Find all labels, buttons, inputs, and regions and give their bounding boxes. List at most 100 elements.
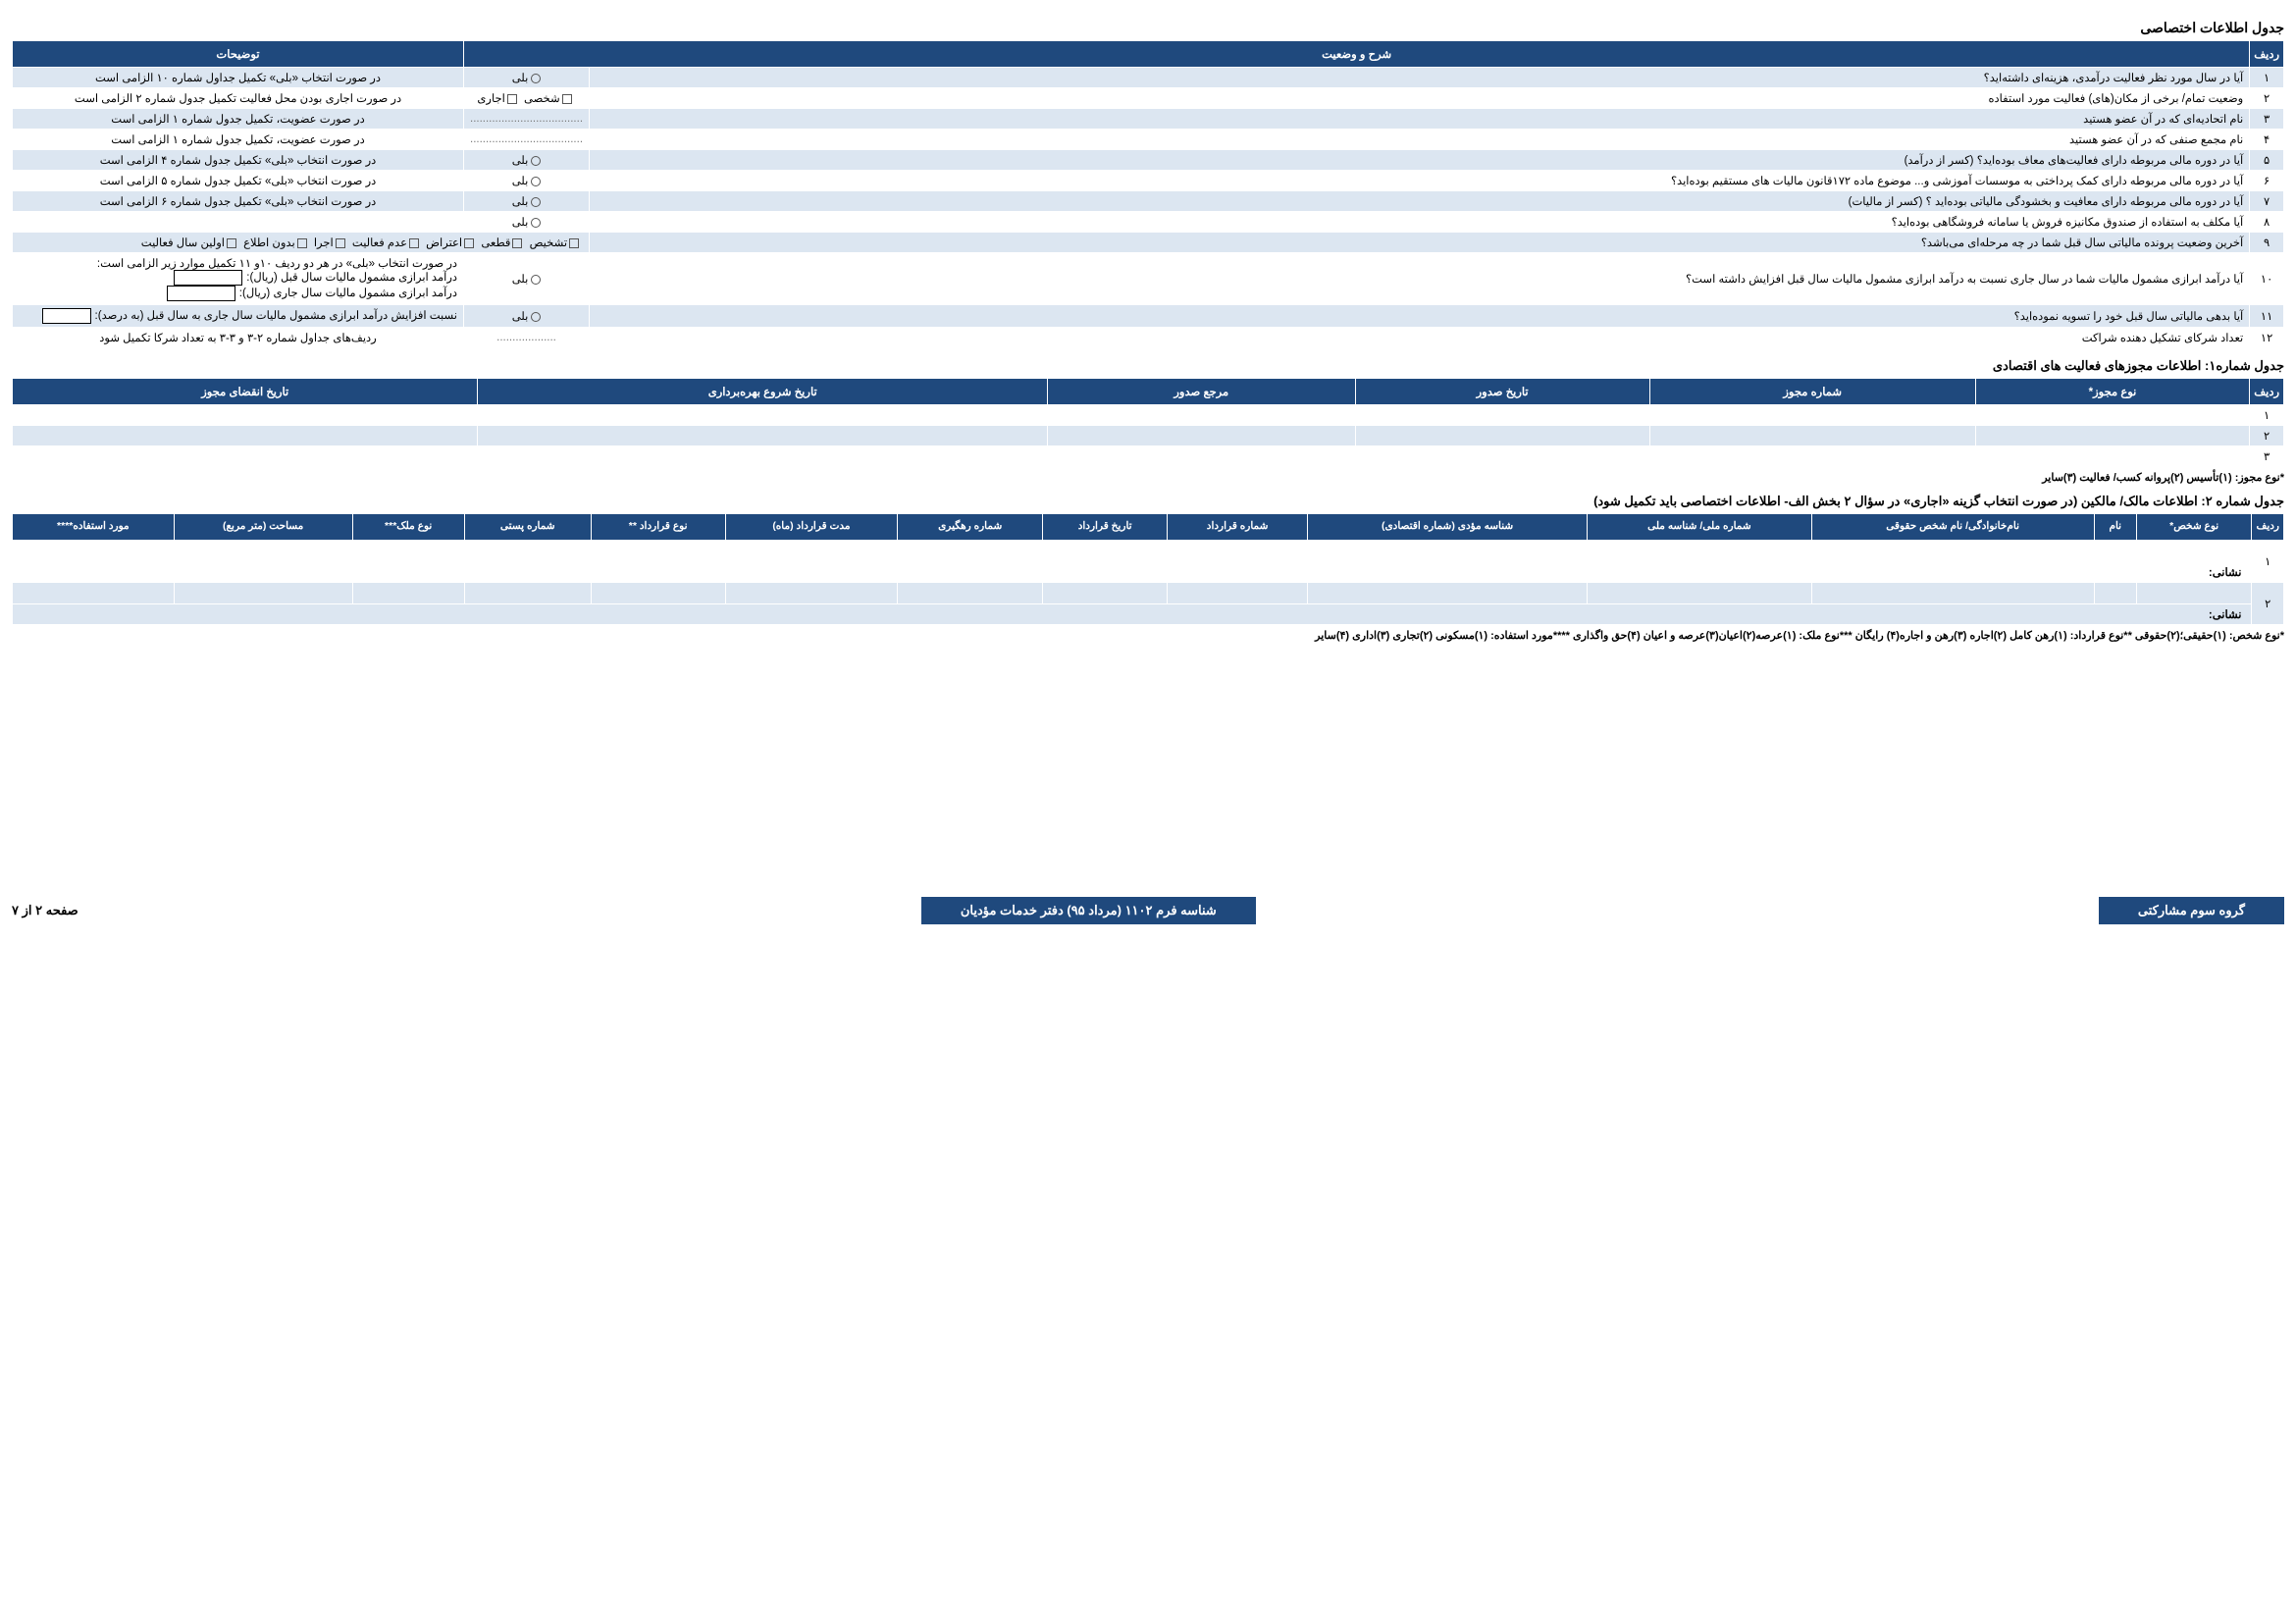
row-note [13, 212, 464, 233]
t1-header: نوع مجوز* [1975, 379, 2249, 405]
t2-header: نوع قرارداد ** [591, 514, 725, 541]
t2-header: شماره رهگیری [898, 514, 1043, 541]
row-status: .................................... [464, 109, 590, 130]
row-status[interactable]: بلی [464, 150, 590, 171]
t1-cell: ۳ [2250, 446, 2284, 467]
t1-cell[interactable] [1649, 426, 1975, 446]
row-status[interactable]: بلی [464, 171, 590, 191]
t2-cell[interactable] [898, 540, 1043, 561]
t2-cell[interactable] [1043, 540, 1168, 561]
row-note: در صورت اجاری بودن محل فعالیت تکمیل جدول… [13, 88, 464, 109]
row-num: ۳ [2250, 109, 2284, 130]
t2-cell[interactable] [1168, 540, 1308, 561]
row-num: ۶ [2250, 171, 2284, 191]
table2-footnote: *نوع شخص: (۱)حقیقی؛(۲)حقوقی **نوع قراردا… [12, 629, 2284, 642]
t2-header: مساحت (متر مربع) [174, 514, 352, 541]
t2-cell[interactable] [1811, 540, 2094, 561]
row-status: ................... [464, 328, 590, 348]
row-note: نسبت افزایش درآمد ابرازی مشمول مالیات سا… [13, 305, 464, 328]
row-desc: آیا در دوره مالی مربوطه دارای معافیت و ب… [590, 191, 2250, 212]
row-note: در صورت عضویت، تکمیل جدول شماره ۱ الزامی… [13, 109, 464, 130]
hdr-desc: شرح و وضعیت [464, 41, 2250, 68]
t1-cell[interactable] [1355, 426, 1649, 446]
row-num: ۲ [2250, 88, 2284, 109]
t2-cell[interactable] [174, 582, 352, 603]
t1-cell[interactable] [1047, 446, 1355, 467]
t1-cell[interactable] [1047, 405, 1355, 426]
t2-address[interactable]: نشانی: [13, 561, 2252, 582]
t2-cell[interactable] [1043, 582, 1168, 603]
t2-header: مورد استفاده**** [13, 514, 175, 541]
main-title: جدول اطلاعات اختصاصی [12, 20, 2284, 36]
t2-cell[interactable] [1588, 540, 1811, 561]
t2-cell[interactable] [464, 540, 591, 561]
t2-cell[interactable] [725, 582, 898, 603]
t1-cell[interactable] [1975, 446, 2249, 467]
table2: ردیفنوع شخص*نامنام‌خانوادگی/ نام شخص حقو… [12, 513, 2284, 625]
row-num: ۹ [2250, 233, 2284, 253]
t1-cell[interactable] [13, 405, 478, 426]
row-status[interactable]: بلی [464, 212, 590, 233]
t1-header: تاریخ شروع بهره‌برداری [478, 379, 1047, 405]
t2-cell[interactable] [352, 582, 464, 603]
t2-cell[interactable] [2136, 582, 2252, 603]
t2-cell[interactable] [591, 540, 725, 561]
t2-cell[interactable] [2094, 582, 2136, 603]
hdr-notes: توضیحات [13, 41, 464, 68]
row-note: در صورت انتخاب «بلی» تکمیل جدول شماره ۴ … [13, 150, 464, 171]
t1-cell[interactable] [1649, 405, 1975, 426]
t1-cell[interactable] [478, 426, 1047, 446]
t2-cell[interactable] [1307, 540, 1587, 561]
t2-cell[interactable] [1588, 582, 1811, 603]
t1-cell[interactable] [13, 426, 478, 446]
t2-cell[interactable] [898, 582, 1043, 603]
t1-cell[interactable] [1975, 426, 2249, 446]
t2-cell[interactable] [725, 540, 898, 561]
t1-header: ردیف [2250, 379, 2284, 405]
t2-cell[interactable] [13, 540, 175, 561]
row-desc: نام مجمع صنفی که در آن عضو هستید [590, 130, 2250, 150]
row-status: .................................... [464, 130, 590, 150]
t1-header: شماره مجوز [1649, 379, 1975, 405]
t2-cell[interactable] [591, 582, 725, 603]
row-num: ۱۱ [2250, 305, 2284, 328]
row-num: ۵ [2250, 150, 2284, 171]
t2-cell[interactable] [352, 540, 464, 561]
t2-cell[interactable] [2094, 540, 2136, 561]
row-desc: وضعیت تمام/ برخی از مکان(های) فعالیت مور… [590, 88, 2250, 109]
row-desc: نام اتحادیه‌ای که در آن عضو هستید [590, 109, 2250, 130]
t1-cell[interactable] [13, 446, 478, 467]
t2-header: نام‌خانوادگی/ نام شخص حقوقی [1811, 514, 2094, 541]
t2-cell[interactable] [2136, 540, 2252, 561]
t2-cell[interactable] [1307, 582, 1587, 603]
t1-cell[interactable] [478, 405, 1047, 426]
t1-cell[interactable] [1047, 426, 1355, 446]
t1-cell[interactable] [478, 446, 1047, 467]
row-status[interactable]: بلی [464, 68, 590, 88]
t1-cell[interactable] [1649, 446, 1975, 467]
row-desc: آخرین وضعیت پرونده مالیاتی سال قبل شما د… [590, 233, 2250, 253]
row-status[interactable]: بلی [464, 305, 590, 328]
t1-cell[interactable] [1355, 405, 1649, 426]
row-status[interactable]: بلی [464, 191, 590, 212]
t2-cell[interactable] [174, 540, 352, 561]
row-status[interactable]: شخصی اجاری [464, 88, 590, 109]
t2-address[interactable]: نشانی: [13, 603, 2252, 624]
t1-header: مرجع صدور [1047, 379, 1355, 405]
row-note: در صورت انتخاب «بلی» در هر دو ردیف ۱۰و ۱… [13, 253, 464, 305]
t2-cell[interactable] [1168, 582, 1308, 603]
table1-footnote: *نوع مجوز: (۱)تأسیس (۲)پروانه کسب/ فعالی… [12, 471, 2284, 484]
t2-cell[interactable] [1811, 582, 2094, 603]
row-note[interactable]: تشخیص قطعی اعتراض عدم فعالیت اجرا بدون ا… [13, 233, 590, 253]
t1-cell[interactable] [1975, 405, 2249, 426]
t2-header: نوع ملک*** [352, 514, 464, 541]
t2-cell[interactable] [13, 582, 175, 603]
t2-cell[interactable] [464, 582, 591, 603]
row-note: ردیف‌های جداول شماره ۲-۳ و ۳-۳ به تعداد … [13, 328, 464, 348]
t2-header: شماره قرارداد [1168, 514, 1308, 541]
row-desc: آیا درآمد ابرازی مشمول مالیات شما در سال… [590, 253, 2250, 305]
t1-cell[interactable] [1355, 446, 1649, 467]
row-note: در صورت عضویت، تکمیل جدول شماره ۱ الزامی… [13, 130, 464, 150]
t2-rownum: ۱ [2252, 540, 2284, 582]
row-status[interactable]: بلی [464, 253, 590, 305]
